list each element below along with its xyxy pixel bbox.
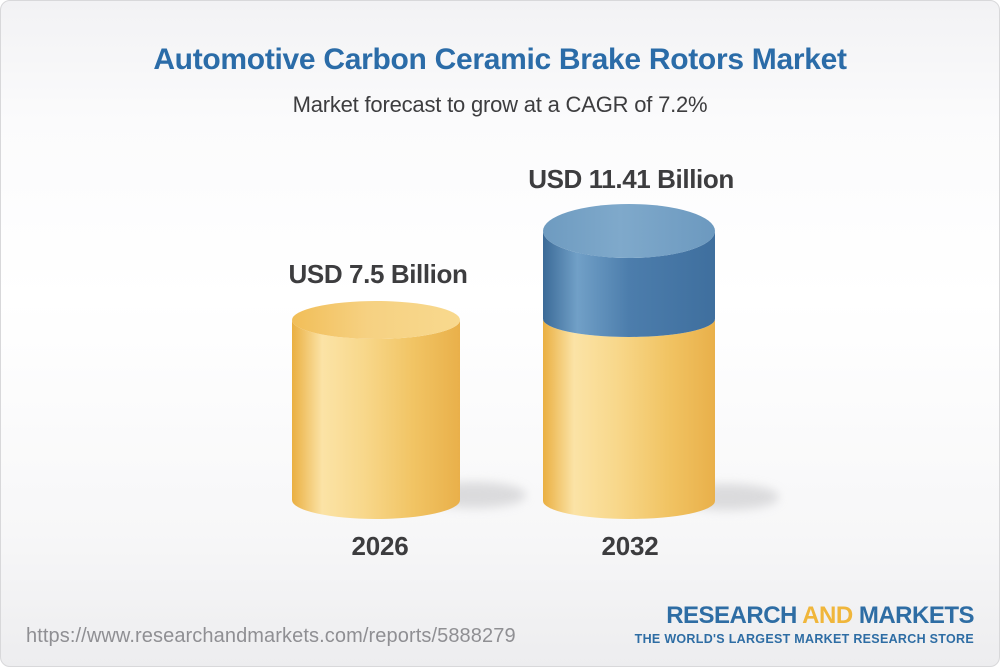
logo-word-research: RESEARCH (666, 602, 797, 629)
bar-2032-cylinder (543, 204, 715, 519)
logo-tagline: THE WORLD'S LARGEST MARKET RESEARCH STOR… (634, 632, 974, 647)
logo-word-markets: MARKETS (858, 602, 975, 629)
value-label-2032: USD 11.41 Billion (528, 164, 734, 194)
report-url: https://www.researchandmarkets.com/repor… (26, 625, 516, 647)
logo-word-and: AND (802, 602, 853, 629)
bar-2026-cylinder (292, 301, 460, 519)
value-label-2026: USD 7.5 Billion (288, 259, 468, 289)
research-and-markets-logo: RESEARCH AND MARKETS THE WORLD'S LARGEST… (634, 602, 975, 647)
category-label-2032: 2032 (601, 531, 659, 561)
logo-wordmark: RESEARCH AND MARKETS (635, 602, 975, 629)
bar-2032-growth-segment (543, 231, 715, 337)
page-title: Automotive Carbon Ceramic Brake Rotors M… (153, 43, 847, 76)
bar-2032-base-segment (543, 319, 715, 519)
chart-header: Automotive Carbon Ceramic Brake Rotors M… (1, 43, 999, 118)
chart-subtitle: Market forecast to grow at a CAGR of 7.2… (292, 92, 708, 117)
category-label-2026: 2026 (351, 531, 409, 561)
